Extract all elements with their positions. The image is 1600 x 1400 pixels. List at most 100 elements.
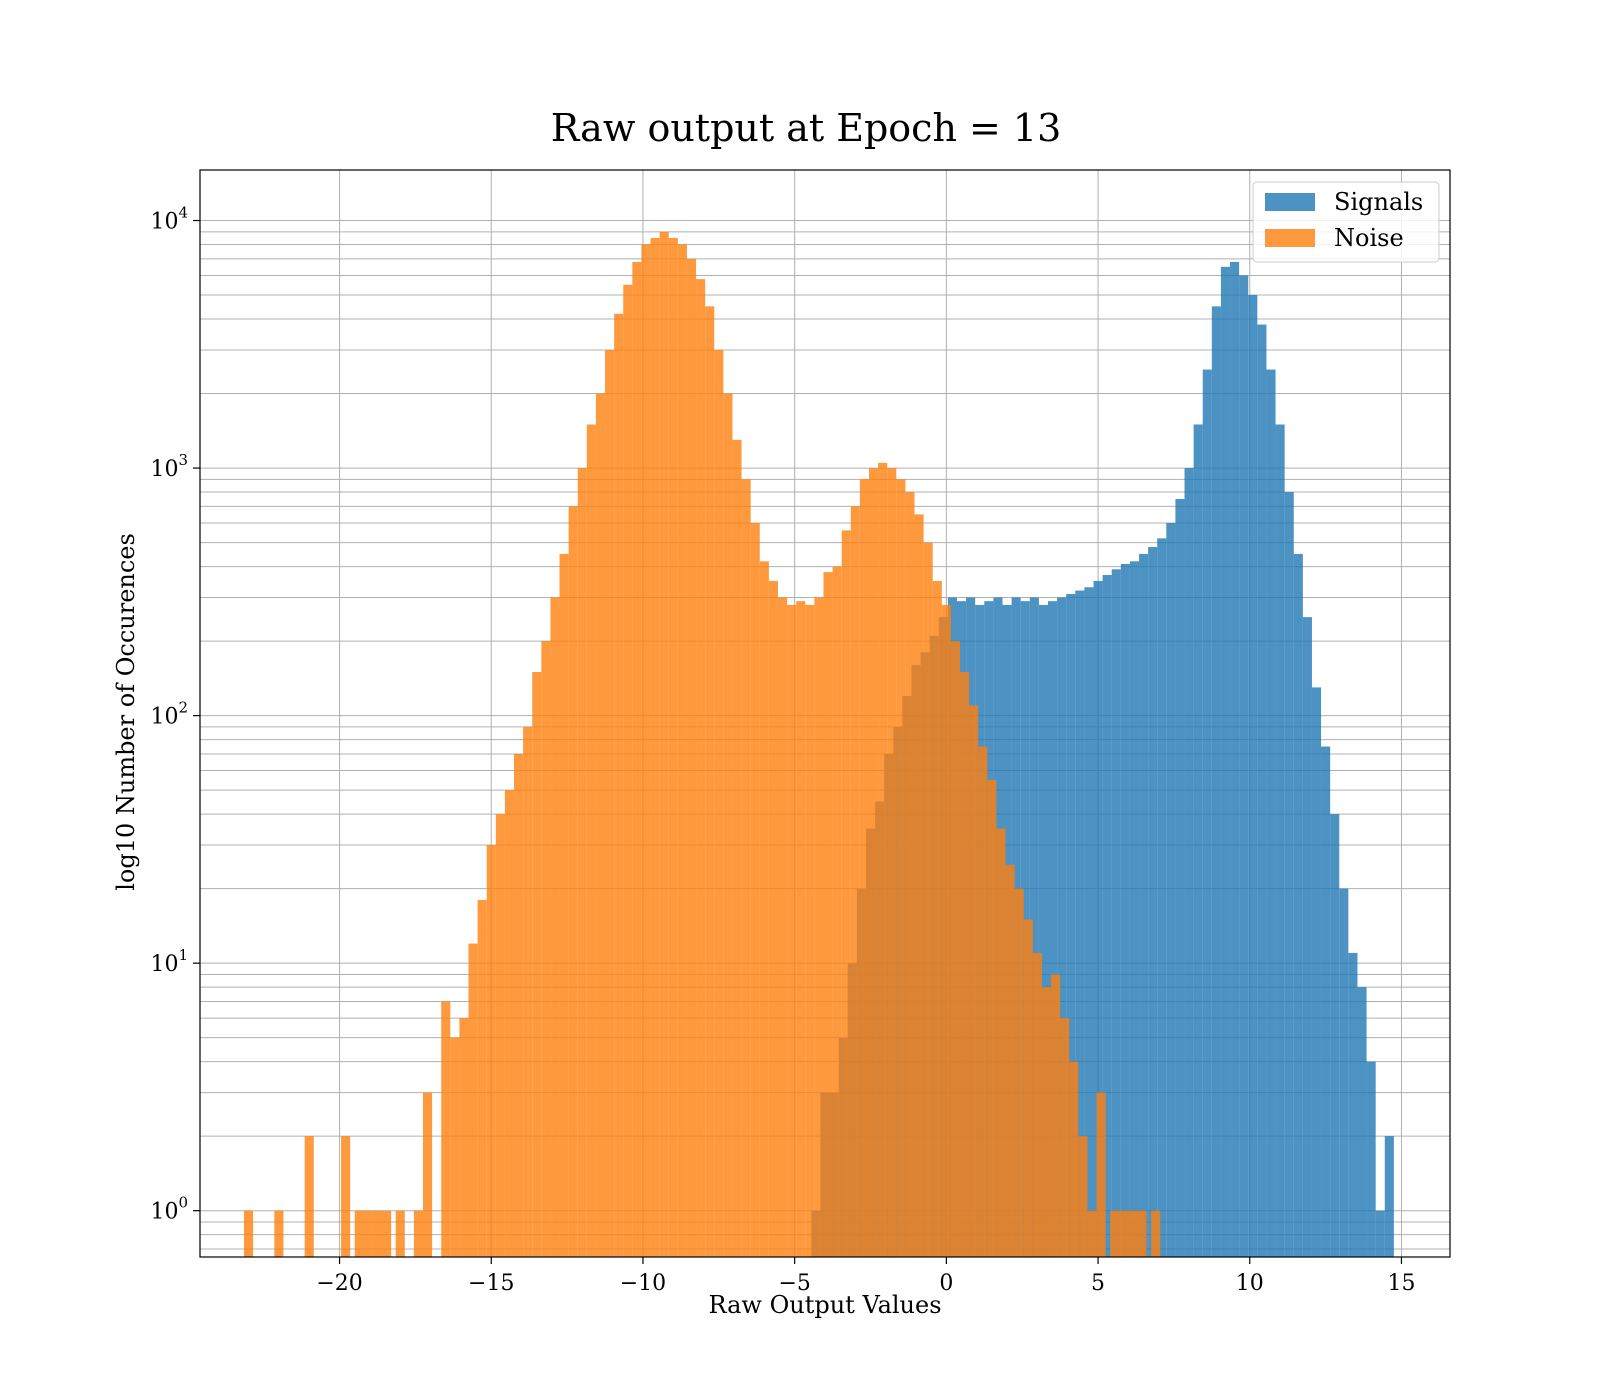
noise-bar [659,231,669,1257]
signals-bar [1330,814,1340,1257]
noise-bar [632,261,642,1258]
noise-bar [932,580,942,1257]
plot-frame [199,169,1451,1258]
signals-bar [1102,574,1112,1257]
noise-bar [550,597,560,1257]
noise-bar [878,462,888,1257]
noise-bar [1023,919,1033,1257]
noise-bar [868,468,879,1257]
signals-bar [1038,604,1048,1257]
y-tick-label: 102 [150,699,188,730]
noise-bar [1032,952,1042,1257]
noise-bar [796,601,806,1257]
x-tick-label: −10 [620,1271,666,1296]
signals-bar [1239,275,1249,1258]
noise-bar [1087,1210,1097,1257]
noise-bar [714,349,724,1257]
signals-bar [1093,580,1103,1257]
noise-bar [541,641,551,1257]
signals-bar [1084,587,1094,1257]
noise-bar [787,604,797,1257]
signals-bar [1211,306,1221,1258]
noise-bar [274,1210,284,1257]
series-noise [243,231,1161,1258]
noise-bar [413,1210,423,1257]
noise-bar [605,349,615,1257]
noise-bar [577,468,587,1257]
y-tick-label: 100 [150,1194,188,1225]
x-tick-label: 5 [1091,1271,1105,1296]
noise-bar [1005,864,1015,1257]
noise-bar [686,258,697,1258]
noise-bar [805,604,815,1257]
noise-bar [523,726,533,1257]
signals-bar [1157,538,1167,1257]
signals-bar [1311,687,1322,1257]
signals-bar [1175,498,1185,1257]
noise-bar [559,553,569,1257]
noise-bar [372,1210,392,1257]
signals-bar [1148,546,1158,1257]
noise-bar [941,604,951,1257]
signals-bar [1266,369,1276,1258]
noise-bar [450,1037,460,1257]
noise-bar [441,1001,451,1257]
signals-bar [1166,522,1176,1257]
noise-bar [422,1092,433,1257]
signals-bar [1230,261,1240,1258]
noise-bar [914,514,924,1257]
noise-bar [705,306,715,1258]
noise-bar [1096,1092,1106,1257]
signals-bar [1375,1210,1385,1257]
y-tick-label: 103 [150,451,188,482]
noise-bar [1014,888,1024,1257]
signals-bar [1057,597,1067,1257]
signals-bar [1139,553,1149,1257]
signals-bar [1357,987,1367,1257]
noise-bar [905,492,915,1257]
noise-bar [1110,1210,1129,1257]
signals-bar [1129,561,1140,1257]
noise-bar [243,1210,254,1257]
noise-bar [823,572,833,1257]
noise-bar [896,479,906,1257]
noise-bar [777,597,788,1257]
noise-bar [814,597,824,1257]
noise-bar [732,439,742,1257]
x-axis: −20 −15 −10 −5 0 5 10 15 [316,1257,1415,1296]
noise-bar [841,530,851,1257]
signals-bar [1120,563,1130,1257]
signals-bar [1302,617,1312,1257]
signals-bar [1202,369,1212,1258]
noise-bar [623,284,633,1257]
noise-bar [304,1136,314,1257]
noise-bar [978,746,988,1257]
noise-bar [395,1210,405,1257]
noise-bar [532,672,542,1257]
chart-title: Raw output at Epoch = 13 [551,106,1062,150]
noise-bar [514,753,524,1257]
x-tick-label: −20 [316,1271,362,1296]
legend-swatch-signals [1265,193,1315,211]
signals-bar [1348,952,1358,1257]
noise-bar [486,845,496,1257]
noise-bar [1069,1061,1079,1257]
noise-bar [859,479,869,1257]
noise-bar [960,672,970,1257]
signals-bar [1111,569,1121,1257]
noise-bar [1151,1210,1161,1257]
legend-swatch-noise [1265,229,1315,247]
noise-bar [950,641,961,1257]
signals-bar [1257,324,1267,1257]
noise-bar [614,313,624,1257]
noise-bar [768,580,778,1257]
signals-bar [1193,424,1203,1257]
noise-bar [354,1210,373,1257]
noise-bar [459,1018,469,1257]
y-tick-label: 101 [150,946,188,977]
noise-bar [741,479,751,1257]
plot-area [199,169,1451,1258]
legend-label-noise: Noise [1334,224,1404,252]
noise-bar [1078,1136,1088,1257]
